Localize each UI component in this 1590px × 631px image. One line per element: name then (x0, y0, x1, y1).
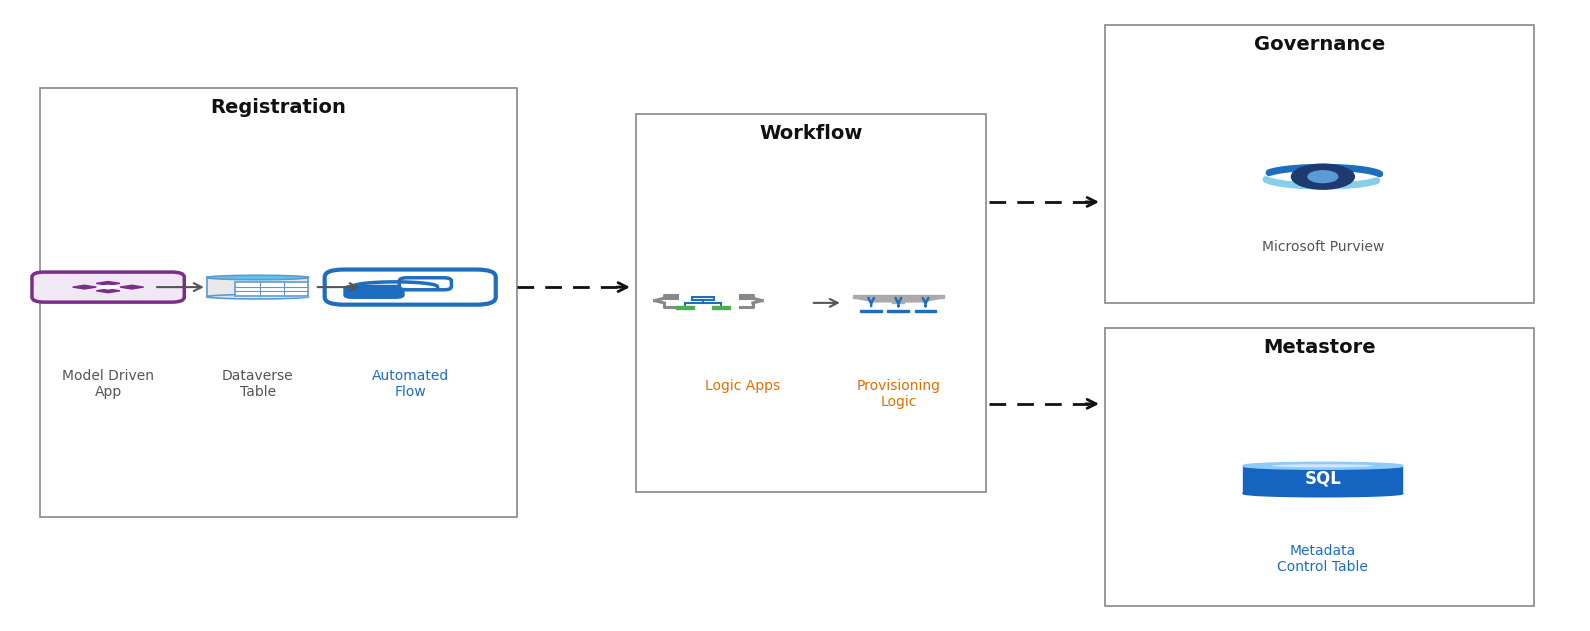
Bar (892, 302, 905, 304)
Polygon shape (97, 289, 119, 293)
Ellipse shape (1270, 464, 1374, 468)
Ellipse shape (1243, 490, 1402, 497)
FancyBboxPatch shape (32, 272, 184, 302)
Polygon shape (97, 281, 119, 285)
Circle shape (1309, 171, 1337, 182)
Bar (676, 306, 695, 309)
Bar (1243, 466, 1402, 493)
Text: Automated
Flow: Automated Flow (372, 369, 448, 399)
Ellipse shape (207, 275, 308, 280)
Bar (235, 282, 308, 296)
FancyBboxPatch shape (636, 114, 986, 492)
Bar (852, 295, 943, 298)
FancyBboxPatch shape (399, 278, 452, 290)
Text: Metastore: Metastore (1264, 338, 1375, 357)
Text: Dataverse
Table: Dataverse Table (221, 369, 294, 399)
Text: Workflow: Workflow (758, 124, 863, 143)
Text: Metadata
Control Table: Metadata Control Table (1277, 544, 1369, 574)
FancyBboxPatch shape (1105, 328, 1534, 606)
Ellipse shape (207, 295, 308, 299)
Circle shape (1291, 164, 1355, 189)
Text: Provisioning
Logic: Provisioning Logic (857, 379, 940, 409)
FancyBboxPatch shape (343, 285, 404, 299)
Text: Registration: Registration (210, 98, 347, 117)
FancyBboxPatch shape (324, 269, 496, 305)
Polygon shape (73, 285, 97, 289)
Text: Microsoft Purview: Microsoft Purview (1262, 240, 1383, 254)
Text: Governance: Governance (1255, 35, 1385, 54)
Polygon shape (119, 285, 143, 289)
Polygon shape (852, 298, 943, 302)
Bar (860, 310, 882, 312)
Text: SQL: SQL (1304, 470, 1342, 488)
Bar (914, 310, 937, 312)
Bar (887, 310, 909, 312)
Bar (207, 278, 308, 297)
Text: Model Driven
App: Model Driven App (62, 369, 154, 399)
Ellipse shape (1243, 463, 1402, 469)
Bar (235, 282, 308, 296)
FancyBboxPatch shape (1105, 25, 1534, 303)
Bar (712, 306, 730, 309)
FancyBboxPatch shape (692, 297, 714, 300)
Text: Logic Apps: Logic Apps (704, 379, 781, 392)
FancyBboxPatch shape (40, 88, 517, 517)
Polygon shape (97, 285, 119, 289)
